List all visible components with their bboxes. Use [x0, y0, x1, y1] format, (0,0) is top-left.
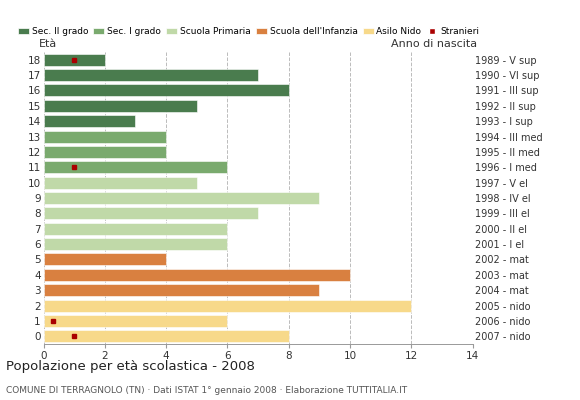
- Bar: [44, 192, 320, 204]
- Text: COMUNE DI TERRAGNOLO (TN) · Dati ISTAT 1° gennaio 2008 · Elaborazione TUTTITALIA: COMUNE DI TERRAGNOLO (TN) · Dati ISTAT 1…: [6, 386, 407, 395]
- Bar: [44, 100, 197, 112]
- Text: Anno di nascita: Anno di nascita: [391, 39, 477, 49]
- Bar: [44, 84, 289, 96]
- Bar: [44, 300, 411, 312]
- Bar: [44, 330, 289, 342]
- Bar: [44, 146, 166, 158]
- Bar: [44, 54, 105, 66]
- Bar: [44, 238, 227, 250]
- Bar: [44, 269, 350, 281]
- Bar: [44, 254, 166, 266]
- Bar: [44, 130, 166, 142]
- Text: Età: Età: [39, 39, 57, 49]
- Bar: [44, 315, 227, 327]
- Bar: [44, 115, 136, 127]
- Bar: [44, 69, 258, 81]
- Bar: [44, 177, 197, 189]
- Text: Popolazione per età scolastica - 2008: Popolazione per età scolastica - 2008: [6, 360, 255, 373]
- Bar: [44, 161, 227, 173]
- Legend: Sec. II grado, Sec. I grado, Scuola Primaria, Scuola dell'Infanzia, Asilo Nido, : Sec. II grado, Sec. I grado, Scuola Prim…: [18, 27, 479, 36]
- Bar: [44, 284, 320, 296]
- Bar: [44, 223, 227, 235]
- Bar: [44, 207, 258, 219]
